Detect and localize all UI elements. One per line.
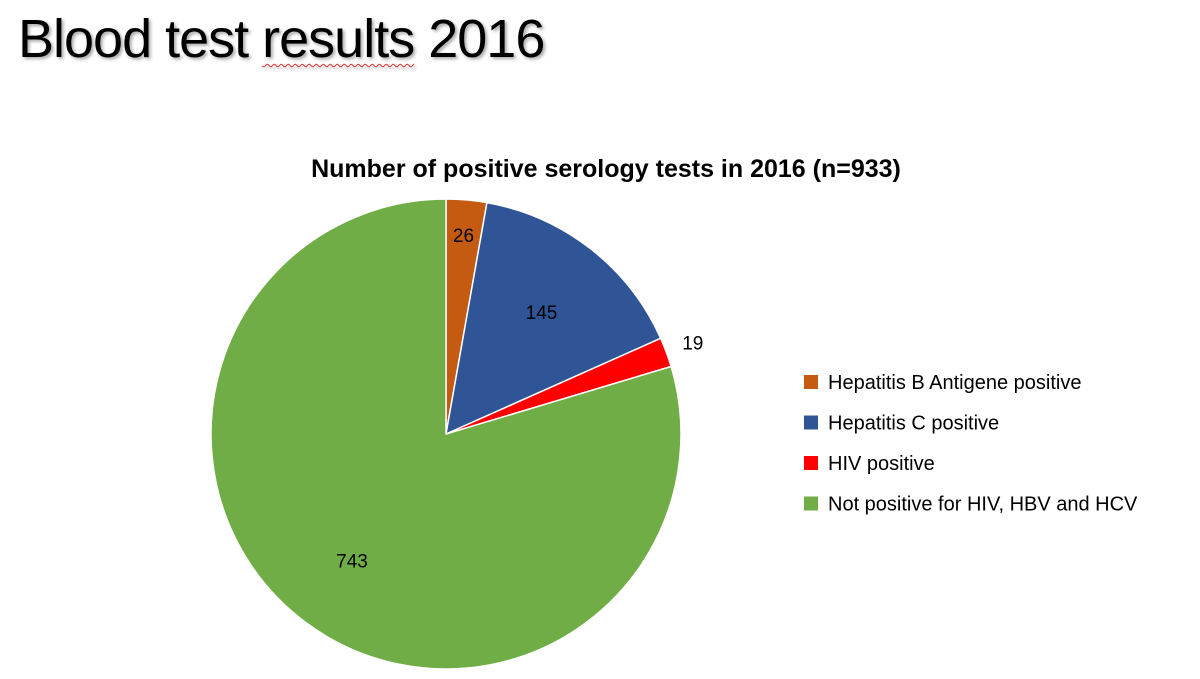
slide-title: Blood test results 2016 xyxy=(18,8,545,70)
slide-title-part-1: Blood test xyxy=(18,9,249,69)
pie-slice-4 xyxy=(210,198,682,670)
legend-swatch-1 xyxy=(804,375,818,389)
legend-swatch-3 xyxy=(804,456,818,470)
data-label-4: 743 xyxy=(336,551,368,572)
slide-title-part-2-spellcheck-underlined: results xyxy=(262,9,415,69)
legend-swatch-4 xyxy=(804,496,818,511)
chart-title: Number of positive serology tests in 201… xyxy=(311,155,901,183)
slide-title-part-3: 2016 xyxy=(428,9,545,69)
legend-label-4: Not positive for HIV, HBV and HCV xyxy=(828,494,1138,516)
legend-label-2: Hepatitis C positive xyxy=(828,413,999,435)
legend-label-1: Hepatitis B Antigene positive xyxy=(828,372,1082,394)
pie-slice-2 xyxy=(445,201,662,435)
data-label-3: 19 xyxy=(682,333,703,354)
legend-swatch-2 xyxy=(804,415,818,430)
data-label-2: 145 xyxy=(526,303,558,324)
data-label-1: 26 xyxy=(453,226,474,247)
pie-slices xyxy=(210,198,682,670)
pie-data-labels: 26 145 19 743 xyxy=(336,226,703,572)
chart-legend: Hepatitis B Antigene positive Hepatitis C… xyxy=(804,372,1138,516)
legend-label-3: HIV positive xyxy=(828,453,935,475)
